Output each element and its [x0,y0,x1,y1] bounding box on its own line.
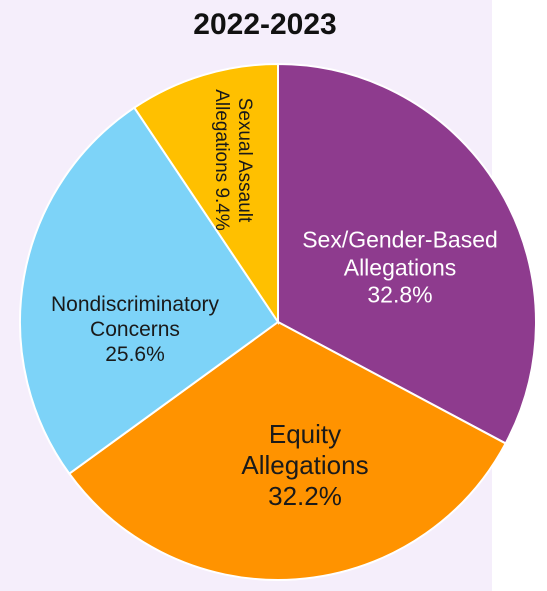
slice-label: Nondiscriminatory Concerns 25.6% [20,292,250,368]
pie-slice [19,106,280,476]
slice-label: Sexual Assault Allegations 9.4% [209,85,255,235]
slice-label: Equity Allegations 32.2% [205,419,405,513]
value-label: 9.4% [211,187,232,231]
value-label: 25.6% [105,343,165,367]
chart-title: 2022-2023 [193,8,337,41]
pie-slice [67,320,507,581]
category-label: Sex/Gender-Based Allegations [302,226,498,281]
pie-slice [132,62,279,326]
pie-slice [277,62,537,445]
category-label: Equity Allegations [241,419,369,481]
slice-label: Sex/Gender-Based Allegations 32.8% [280,227,520,310]
value-label: 32.8% [367,281,433,308]
category-label: Nondiscriminatory Concerns [50,293,220,342]
value-label: 32.2% [268,481,342,512]
